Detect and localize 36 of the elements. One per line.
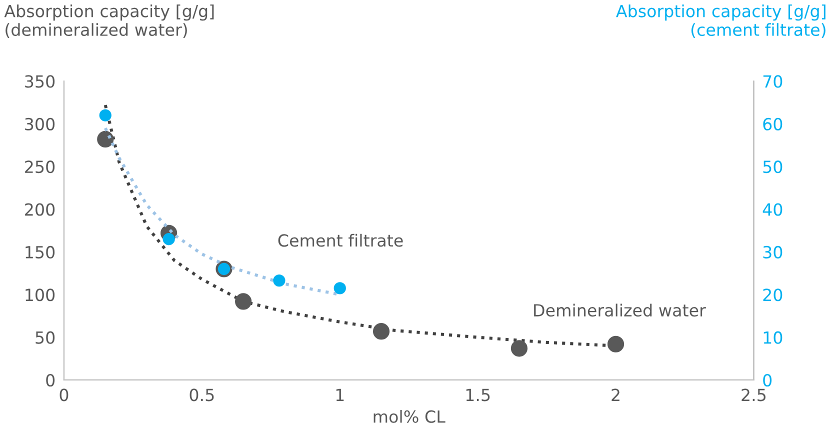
point <box>334 282 346 294</box>
y-axis-title: Absorption capacity [g/g] (demineralized water) <box>4 4 214 38</box>
y-tick-label: 100 <box>26 288 55 302</box>
x-tick-label: 1 <box>336 388 344 401</box>
y2-tick-label: 30 <box>763 246 782 258</box>
y-tick-label: 300 <box>25 118 55 130</box>
y-tick-label: 350 <box>25 75 55 88</box>
x-tick-label: 0.5 <box>190 388 214 402</box>
y2-tick-label: 0 <box>763 374 772 387</box>
y2-axis-title: Absorption capacity [g/g] (cement filtrate) <box>616 4 826 38</box>
point <box>235 293 252 310</box>
series-label: Demineralized water <box>534 304 706 317</box>
point <box>99 109 112 122</box>
point <box>607 336 624 352</box>
y2-tick-label: 40 <box>762 203 782 216</box>
x-tick-label: 1.5 <box>466 388 490 402</box>
y-tick-label: 50 <box>36 331 55 344</box>
x-axis-title: mol% CL <box>374 410 446 423</box>
y2-tick-label: 50 <box>763 160 782 174</box>
x-tick-label: 0 <box>60 388 68 402</box>
point <box>162 233 175 246</box>
series-label: Cement filtrate <box>278 234 403 247</box>
point <box>372 323 390 340</box>
y2-tick-label: 20 <box>763 288 782 302</box>
point <box>273 274 286 287</box>
y2-tick-label: 70 <box>763 75 782 88</box>
point <box>510 340 528 357</box>
y-tick-label: 150 <box>26 246 55 258</box>
x-tick-label: 2.5 <box>742 388 766 402</box>
point <box>97 130 114 148</box>
y-tick-label: 0 <box>46 374 55 387</box>
y-tick-label: 250 <box>25 160 55 174</box>
x-tick-label: 2 <box>612 388 620 401</box>
y2-tick-label: 60 <box>763 118 782 130</box>
y2-tick-label: 10 <box>764 331 782 344</box>
y-tick-label: 200 <box>25 203 55 216</box>
